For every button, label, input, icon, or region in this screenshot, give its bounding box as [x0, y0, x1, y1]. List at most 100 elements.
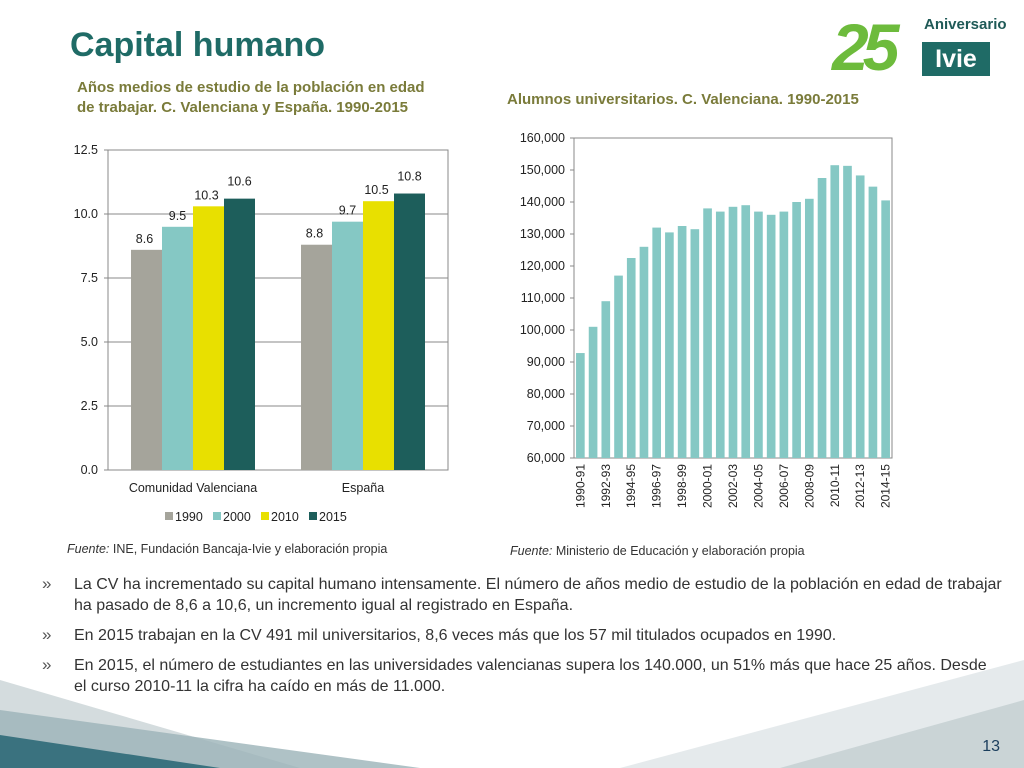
chevron-bullet-icon: »: [42, 574, 52, 593]
bar: [754, 211, 763, 458]
data-label: 10.3: [194, 188, 218, 202]
bullet-list: » La CV ha incrementado su capital humano…: [42, 574, 1002, 706]
y-tick-label: 160,000: [520, 131, 565, 145]
x-tick-label: 1992-93: [599, 464, 613, 508]
y-tick-label: 140,000: [520, 195, 565, 209]
bar: [193, 206, 224, 470]
y-tick-label: 2.5: [81, 399, 98, 413]
data-label: 10.8: [397, 170, 421, 184]
y-tick-label: 70,000: [527, 419, 565, 433]
x-tick-label: 1998-99: [675, 464, 689, 508]
bar: [830, 165, 840, 458]
slide-title: Capital humano: [70, 26, 326, 64]
data-label: 10.5: [364, 183, 388, 197]
y-tick-label: 10.0: [74, 207, 98, 221]
bar: [843, 165, 852, 458]
data-label: 10.6: [227, 175, 251, 189]
aniversario-ivie-logo: 25 Aniversario Ivie: [832, 10, 1007, 84]
legend-swatch: [165, 512, 173, 520]
logo-word: Aniversario: [924, 16, 1007, 33]
y-tick-label: 150,000: [520, 163, 565, 177]
data-label: 8.8: [306, 227, 323, 241]
bar: [855, 175, 865, 458]
chevron-bullet-icon: »: [42, 655, 52, 674]
bar: [881, 200, 890, 458]
logo-brand: Ivie: [922, 42, 990, 76]
x-tick-label: 2002-03: [726, 464, 740, 508]
right-bar-chart: 60,000 70,000 80,000 90,000 100,000 110,000 12…: [520, 131, 893, 508]
y-tick-label: 120,000: [520, 259, 565, 273]
y-tick-label: 0.0: [81, 463, 98, 477]
x-tick-label: 2004-05: [751, 464, 765, 508]
y-tick-label: 7.5: [81, 271, 98, 285]
bar: [703, 208, 712, 458]
bar: [614, 275, 623, 458]
bar: [301, 244, 332, 470]
data-label: 8.6: [136, 232, 153, 246]
data-label: 9.7: [339, 204, 356, 218]
legend-label: 1990: [175, 510, 203, 524]
decorative-bottom-shapes: [0, 660, 1024, 768]
right-source: Fuente: Ministerio de Educación y elabor…: [510, 544, 805, 558]
y-tick-label: 60,000: [527, 451, 565, 465]
bar: [588, 326, 598, 458]
chevron-bullet-icon: »: [42, 625, 52, 644]
legend-label: 2010: [271, 510, 299, 524]
right-chart-title: Alumnos universitarios. C. Valenciana. 1…: [507, 91, 859, 108]
bar: [626, 258, 636, 458]
bullet-item: » La CV ha incrementado su capital humano…: [42, 574, 1002, 614]
data-label: 9.5: [169, 209, 186, 223]
bar: [817, 178, 827, 458]
y-tick-label: 12.5: [74, 143, 98, 157]
legend-swatch: [309, 512, 317, 520]
bar: [576, 353, 585, 458]
x-tick-label: 1996-97: [650, 464, 664, 508]
bar: [665, 232, 674, 458]
bar: [766, 214, 776, 458]
bar: [804, 198, 814, 459]
logo-number: 25: [832, 10, 899, 84]
x-tick-label: 2010-11: [828, 464, 842, 507]
bar: [715, 211, 725, 458]
bar: [677, 226, 687, 458]
left-chart-title: Años medios de estudio de la población e…: [77, 79, 425, 116]
bar: [224, 198, 255, 470]
bar: [792, 202, 801, 458]
bar: [741, 205, 751, 458]
bullet-item: » En 2015, el número de estudiantes en la…: [42, 655, 987, 695]
legend-swatch: [261, 512, 269, 520]
legend-swatch: [213, 512, 221, 520]
bar: [394, 193, 425, 470]
page-number: 13: [982, 738, 1000, 755]
bar: [728, 206, 738, 458]
x-category-label: Comunidad Valenciana: [129, 481, 257, 495]
x-tick-label: 2006-07: [777, 464, 791, 508]
x-tick-label: 2008-09: [802, 464, 816, 508]
bar: [652, 227, 662, 458]
bar: [779, 211, 789, 458]
left-source: Fuente: INE, Fundación Bancaja-Ivie y el…: [67, 542, 388, 556]
y-tick-label: 100,000: [520, 323, 565, 337]
x-tick-label: 2012-13: [853, 464, 867, 508]
left-bar-chart: 0.0 2.5 5.0 7.5 10.0 12.5 8.6 9.5 10.3 10.6 Comuni…: [74, 143, 449, 524]
bar: [868, 186, 878, 458]
y-tick-label: 90,000: [527, 355, 565, 369]
bar: [332, 221, 363, 470]
bar: [690, 229, 700, 458]
bar: [162, 226, 193, 470]
x-tick-label: 2000-01: [701, 464, 715, 508]
legend-label: 2000: [223, 510, 251, 524]
bar: [601, 301, 611, 458]
y-tick-label: 130,000: [520, 227, 565, 241]
x-tick-label: 2014-15: [879, 464, 893, 508]
bar: [639, 246, 649, 458]
y-tick-label: 5.0: [81, 335, 98, 349]
legend-label: 2015: [319, 510, 347, 524]
y-tick-label: 110,000: [521, 291, 565, 305]
bar: [363, 201, 394, 470]
bullet-item: » En 2015 trabajan en la CV 491 mil unive…: [42, 625, 837, 644]
y-tick-label: 80,000: [527, 387, 565, 401]
x-tick-label: 1994-95: [624, 464, 638, 508]
x-tick-label: 1990-91: [573, 464, 587, 508]
x-category-label: España: [342, 481, 384, 495]
